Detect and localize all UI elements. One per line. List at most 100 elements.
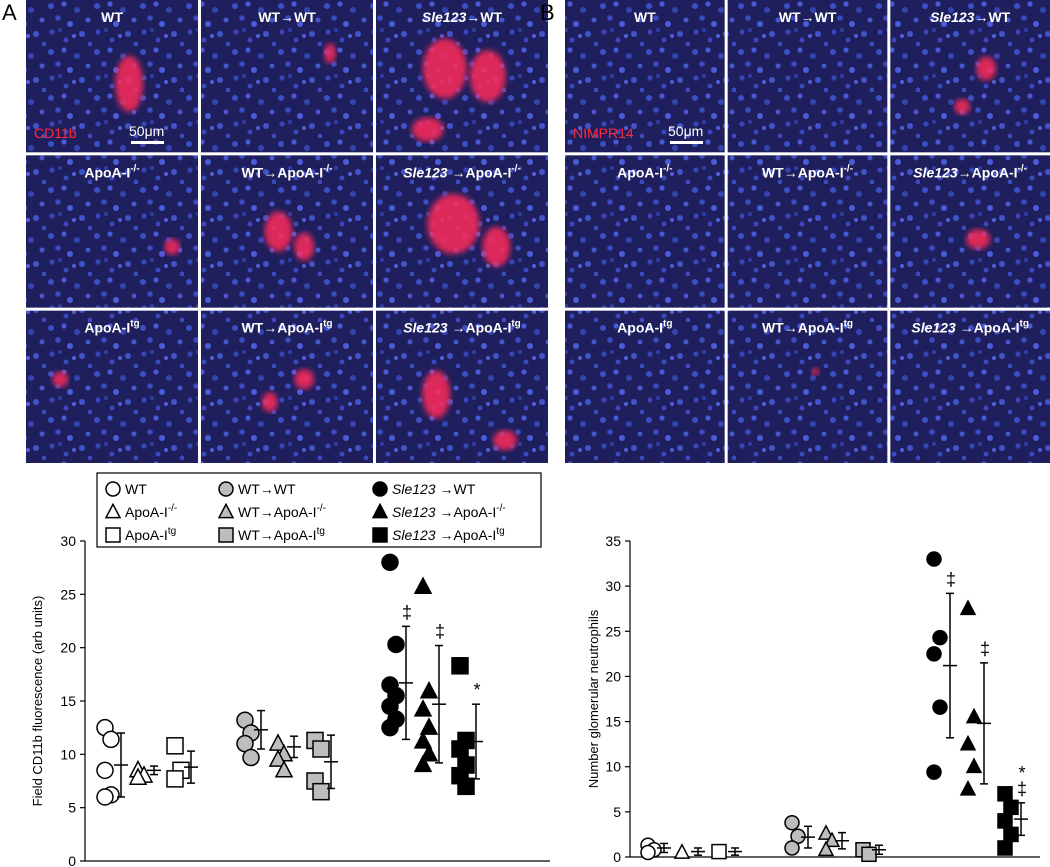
data-point: [166, 770, 184, 788]
label-part: WT→ApoA-I: [238, 504, 317, 520]
significance: ‡: [946, 569, 956, 589]
stain-label: NIMPR14: [573, 125, 634, 141]
label-part: →ApoA-I: [956, 320, 1020, 336]
label-part: ApoA-I: [617, 320, 663, 336]
label-part: Sle123: [392, 481, 436, 497]
y-tick-label: 10: [605, 759, 621, 775]
label: Sle123 →ApoA-I-/-: [403, 163, 521, 180]
label: WT: [101, 9, 123, 25]
legend-label: WT: [125, 481, 147, 497]
legend-box: [96, 472, 542, 548]
data-point: [932, 629, 948, 646]
micrograph: [201, 310, 373, 463]
label: WT→WT: [779, 9, 837, 25]
label-part: Sle123: [911, 320, 956, 336]
y-tick-label: 0: [68, 853, 76, 867]
data-point: [166, 737, 184, 755]
label-part: ApoA-I: [84, 320, 130, 336]
micrograph: [727, 310, 888, 463]
label: ApoA-I-/-: [617, 163, 672, 180]
legend-label: Sle123 →ApoA-Itg: [392, 526, 505, 543]
label: WT: [634, 9, 656, 25]
legend-label: ApoA-Itg: [125, 526, 176, 543]
data-point: [823, 831, 841, 848]
data-point: [711, 843, 727, 860]
stain-signal: [324, 43, 336, 64]
label: WT→ApoA-Itg: [241, 319, 332, 336]
y-tick-label: 15: [605, 714, 621, 730]
label-part: →WT: [974, 9, 1010, 25]
stain-signal: [469, 50, 506, 103]
legend-label: WT→ApoA-I-/-: [238, 503, 326, 520]
data-point: [932, 699, 948, 715]
legend-swatch: [218, 481, 234, 497]
data-point: [1003, 799, 1019, 816]
label: WT→ApoA-I-/-: [241, 163, 332, 180]
y-tick-label: 30: [60, 533, 76, 549]
stain-signal: [422, 370, 451, 419]
data-point: [242, 748, 260, 767]
label-part: →WT: [466, 9, 502, 25]
data-point: [387, 635, 405, 654]
legend-label: ApoA-I-/-: [125, 503, 177, 520]
data-point: [457, 777, 475, 796]
label: ApoA-I-/-: [84, 163, 139, 180]
y-tick-label: 15: [60, 693, 76, 709]
data-point: [959, 599, 977, 616]
data-point: [381, 718, 399, 737]
label-part: -/-: [511, 163, 520, 174]
label: WT→ApoA-I-/-: [762, 163, 853, 180]
data-point: [128, 767, 148, 785]
panel-letter: A: [2, 0, 17, 25]
legend-swatch: [372, 481, 388, 497]
label-part: ApoA-I: [84, 164, 130, 180]
legend-label: Sle123 →WT: [392, 481, 476, 497]
label-part: WT: [125, 481, 147, 497]
label-part: tg: [317, 526, 325, 537]
legend-label: Sle123 →ApoA-I-/-: [392, 503, 506, 520]
label-part: →ApoA-I: [436, 504, 497, 520]
legend-label: WT→ApoA-Itg: [238, 526, 325, 543]
legend-swatch: [372, 527, 388, 543]
label-part: →ApoA-I: [436, 527, 497, 543]
label-part: →WT: [436, 481, 476, 497]
data-point: [312, 782, 330, 801]
stain-signal: [811, 367, 820, 376]
data-point: [965, 707, 983, 724]
label-part: →ApoA-I: [958, 164, 1018, 180]
micrograph: [565, 310, 725, 463]
y-axis-label: Number glomerular neutrophils: [586, 609, 601, 788]
label-part: WT: [101, 9, 123, 25]
data-point: [312, 740, 330, 758]
scale-bar: [670, 141, 703, 144]
micrograph: [201, 0, 373, 153]
scale-bar: [131, 141, 164, 144]
micrograph: [565, 155, 725, 308]
data-point: [413, 731, 433, 749]
label-part: tg: [130, 319, 139, 330]
label-part: WT→WT: [258, 9, 316, 25]
significance: ‡: [1017, 779, 1027, 799]
legend-label: WT→WT: [238, 481, 296, 497]
data-point: [784, 814, 800, 831]
label-part: WT→ApoA-I: [762, 164, 844, 180]
label-part: Sle123: [392, 504, 436, 520]
data-point: [926, 551, 942, 567]
data-point: [926, 646, 942, 662]
data-point: [268, 749, 288, 767]
micrograph: [565, 0, 725, 153]
micrograph: [26, 310, 198, 463]
y-tick-label: 25: [60, 586, 76, 602]
data-point: [96, 761, 114, 780]
data-point: [381, 553, 399, 572]
legend-swatch: [218, 527, 234, 543]
data-point: [817, 824, 835, 840]
label-part: Sle123: [913, 164, 958, 180]
label: WT→ApoA-Itg: [762, 319, 853, 336]
data-point: [419, 743, 439, 762]
significance: *: [473, 680, 480, 700]
label-part: tg: [323, 319, 332, 330]
data-point: [673, 843, 691, 859]
label-part: ApoA-I: [125, 504, 168, 520]
label-part: tg: [496, 526, 504, 537]
